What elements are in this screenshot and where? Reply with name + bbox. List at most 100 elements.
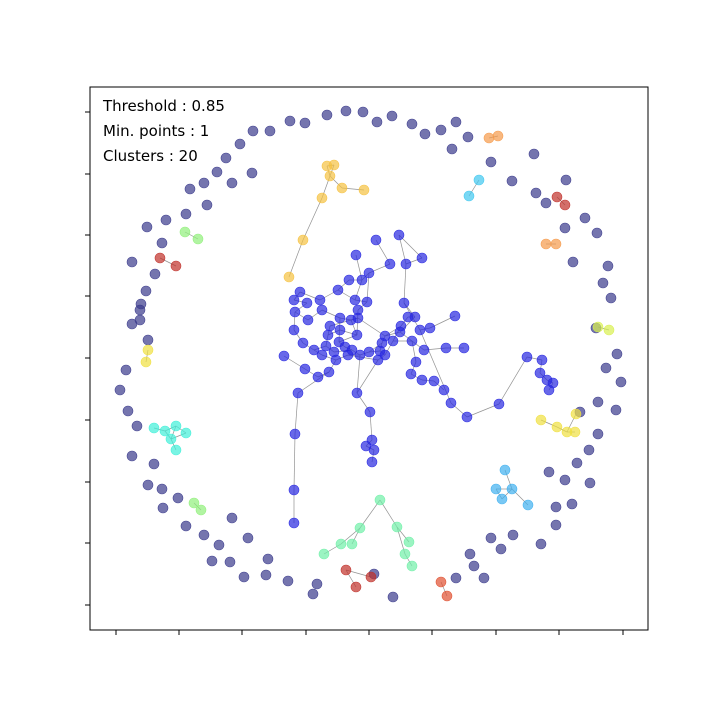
graph-edge [356,354,361,394]
cluster-node [358,184,370,196]
noise-node [543,466,555,478]
graph-edge [498,356,528,405]
nodes-layer [114,105,627,603]
noise-node [530,187,542,199]
main-cluster-node [343,274,355,286]
noise-node [550,501,562,513]
noise-node [224,556,236,568]
main-cluster-node [410,356,422,368]
cluster-node [192,233,204,245]
main-cluster-node [398,297,410,309]
cluster-node [391,521,403,533]
main-cluster-node [536,354,548,366]
noise-node [357,106,369,118]
cluster-node [350,581,362,593]
cluster-node [335,538,347,550]
noise-node [120,364,132,376]
cluster-node [159,425,171,437]
noise-node [180,208,192,220]
noise-node [201,199,213,211]
noise-node [615,376,627,388]
cluster-node [403,536,415,548]
noise-node [242,532,254,544]
noise-node [495,543,507,555]
noise-node [600,362,612,374]
cluster-node [406,560,418,572]
cluster-node [535,414,547,426]
main-cluster-node [458,342,470,354]
graph-edge [356,359,379,394]
main-cluster-node [543,384,555,396]
noise-node [213,539,225,551]
noise-node [468,560,480,572]
noise-node [126,318,138,330]
noise-node [579,212,591,224]
noise-node [592,428,604,440]
main-cluster-node [418,344,430,356]
noise-node [226,177,238,189]
noise-node [307,588,319,600]
main-cluster-node [288,517,300,529]
noise-node [198,529,210,541]
graph-edge [297,371,330,394]
noise-node [238,571,250,583]
noise-node [450,116,462,128]
graph-edge [403,263,407,304]
main-cluster-node [342,349,354,361]
noise-node [571,457,583,469]
noise-node [247,125,259,137]
noise-node [284,115,296,127]
cluster-node [473,174,485,186]
main-cluster-node [354,349,366,361]
noise-node [566,498,578,510]
main-cluster-node [320,340,332,352]
main-cluster-node [316,304,328,316]
graph-edge [294,392,299,435]
noise-node [172,492,184,504]
main-cluster-node [534,367,546,379]
cluster-node [399,548,411,560]
main-cluster-node [409,311,421,323]
noise-node [602,260,614,272]
noise-node [184,183,196,195]
main-cluster-node [370,234,382,246]
cluster-node [179,226,191,238]
cluster-node [170,260,182,272]
cluster-node [195,504,207,516]
noise-node [535,538,547,550]
cluster-node [550,238,562,250]
noise-node [386,110,398,122]
main-cluster-node [521,351,533,363]
main-cluster-node [308,344,320,356]
main-cluster-node [288,324,300,336]
main-cluster-node [428,375,440,387]
graph-edge [379,499,398,528]
main-cluster-node [299,363,311,375]
cluster-node [328,159,340,171]
noise-node [311,578,323,590]
graph-edge [302,197,323,241]
graph-edge [288,239,304,278]
main-cluster-node [314,294,326,306]
main-cluster-node [440,342,452,354]
cluster-node [463,190,475,202]
noise-node [567,256,579,268]
main-cluster-node [363,346,375,358]
cluster-node [324,170,336,182]
noise-node [126,450,138,462]
graph-edge [398,234,423,259]
noise-node [134,304,146,316]
cluster-node [283,271,295,283]
noise-node [262,553,274,565]
main-cluster-node [294,286,306,298]
noise-node [198,177,210,189]
cluster-node [142,344,154,356]
main-cluster-node [449,310,461,322]
noise-node [226,512,238,524]
noise-node [485,156,497,168]
cluster-node [297,234,309,246]
main-cluster-node [394,326,406,338]
noise-node [419,128,431,140]
cluster-node [336,182,348,194]
